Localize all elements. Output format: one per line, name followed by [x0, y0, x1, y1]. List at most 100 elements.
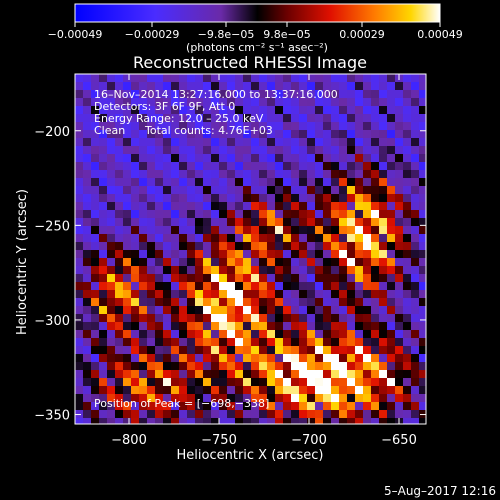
- heatmap-pixel: [155, 346, 163, 354]
- heatmap-pixel: [395, 386, 403, 394]
- heatmap-pixel: [275, 386, 283, 394]
- heatmap-pixel: [299, 250, 307, 258]
- heatmap-pixel: [419, 250, 426, 258]
- heatmap-pixel: [115, 242, 123, 250]
- heatmap-pixel: [227, 218, 235, 226]
- heatmap-pixel: [211, 362, 219, 370]
- heatmap-pixel: [291, 370, 299, 378]
- heatmap-pixel: [227, 322, 235, 330]
- heatmap-pixel: [139, 202, 147, 210]
- heatmap-pixel: [179, 282, 187, 290]
- heatmap-pixel: [203, 338, 211, 346]
- heatmap-pixel: [115, 266, 123, 274]
- heatmap-pixel: [227, 106, 235, 114]
- heatmap-pixel: [203, 258, 211, 266]
- heatmap-pixel: [419, 210, 426, 218]
- heatmap-pixel: [243, 346, 251, 354]
- heatmap-pixel: [347, 394, 355, 402]
- heatmap-pixel: [395, 290, 403, 298]
- heatmap-pixel: [275, 154, 283, 162]
- heatmap-pixel: [331, 234, 339, 242]
- heatmap-pixel: [107, 98, 115, 106]
- heatmap-pixel: [363, 346, 371, 354]
- heatmap-pixel: [315, 202, 323, 210]
- heatmap-pixel: [219, 394, 227, 402]
- heatmap-pixel: [267, 122, 275, 130]
- heatmap-pixel: [387, 218, 395, 226]
- heatmap-pixel: [291, 82, 299, 90]
- heatmap-pixel: [299, 210, 307, 218]
- heatmap-pixel: [227, 402, 235, 410]
- heatmap-pixel: [131, 218, 139, 226]
- heatmap-pixel: [259, 250, 267, 258]
- heatmap-pixel: [299, 282, 307, 290]
- heatmap-pixel: [347, 226, 355, 234]
- heatmap-pixel: [107, 226, 115, 234]
- heatmap-pixel: [371, 282, 379, 290]
- heatmap-pixel: [403, 250, 411, 258]
- heatmap-pixel: [267, 210, 275, 218]
- heatmap-pixel: [83, 266, 91, 274]
- heatmap-pixel: [203, 242, 211, 250]
- heatmap-pixel: [195, 362, 203, 370]
- heatmap-pixel: [267, 226, 275, 234]
- heatmap-pixel: [155, 266, 163, 274]
- heatmap-pixel: [139, 354, 147, 362]
- heatmap-pixel: [331, 330, 339, 338]
- heatmap-pixel: [371, 146, 379, 154]
- heatmap-pixel: [379, 178, 387, 186]
- heatmap-pixel: [171, 314, 179, 322]
- heatmap-pixel: [323, 274, 331, 282]
- heatmap-pixel: [267, 258, 275, 266]
- heatmap-pixel: [283, 122, 291, 130]
- heatmap-pixel: [331, 362, 339, 370]
- heatmap-pixel: [243, 258, 251, 266]
- heatmap-pixel: [379, 98, 387, 106]
- heatmap-pixel: [355, 346, 363, 354]
- heatmap-pixel: [179, 290, 187, 298]
- heatmap-pixel: [275, 378, 283, 386]
- heatmap-pixel: [363, 218, 371, 226]
- heatmap-pixel: [179, 346, 187, 354]
- heatmap-pixel: [171, 114, 179, 122]
- heatmap-pixel: [347, 418, 355, 424]
- heatmap-pixel: [155, 218, 163, 226]
- heatmap-pixel: [115, 178, 123, 186]
- heatmap-pixel: [179, 162, 187, 170]
- heatmap-pixel: [163, 306, 171, 314]
- heatmap-pixel: [347, 178, 355, 186]
- heatmap-pixel: [387, 234, 395, 242]
- heatmap-pixel: [267, 98, 275, 106]
- heatmap-pixel: [219, 146, 227, 154]
- heatmap-pixel: [99, 298, 107, 306]
- heatmap-pixel: [187, 122, 195, 130]
- heatmap-pixel: [123, 186, 131, 194]
- heatmap-pixel: [331, 370, 339, 378]
- heatmap-pixel: [227, 418, 235, 424]
- heatmap-pixel: [267, 418, 275, 424]
- heatmap-pixel: [227, 82, 235, 90]
- heatmap-pixel: [123, 202, 131, 210]
- heatmap-pixel: [267, 146, 275, 154]
- heatmap-pixel: [203, 138, 211, 146]
- heatmap-pixel: [83, 170, 91, 178]
- heatmap-pixel: [299, 314, 307, 322]
- heatmap-pixel: [163, 346, 171, 354]
- heatmap-pixel: [275, 226, 283, 234]
- heatmap-pixel: [99, 282, 107, 290]
- heatmap-pixel: [411, 378, 419, 386]
- heatmap-pixel: [219, 386, 227, 394]
- heatmap-pixel: [187, 378, 195, 386]
- heatmap-pixel: [179, 378, 187, 386]
- heatmap-pixel: [315, 346, 323, 354]
- heatmap-pixel: [291, 402, 299, 410]
- heatmap-pixel: [379, 298, 387, 306]
- heatmap-pixel: [331, 346, 339, 354]
- heatmap-pixel: [339, 266, 347, 274]
- heatmap-pixel: [187, 234, 195, 242]
- heatmap-pixel: [315, 114, 323, 122]
- heatmap-pixel: [155, 418, 163, 424]
- heatmap-pixel: [211, 98, 219, 106]
- heatmap-pixel: [211, 378, 219, 386]
- heatmap-pixel: [291, 338, 299, 346]
